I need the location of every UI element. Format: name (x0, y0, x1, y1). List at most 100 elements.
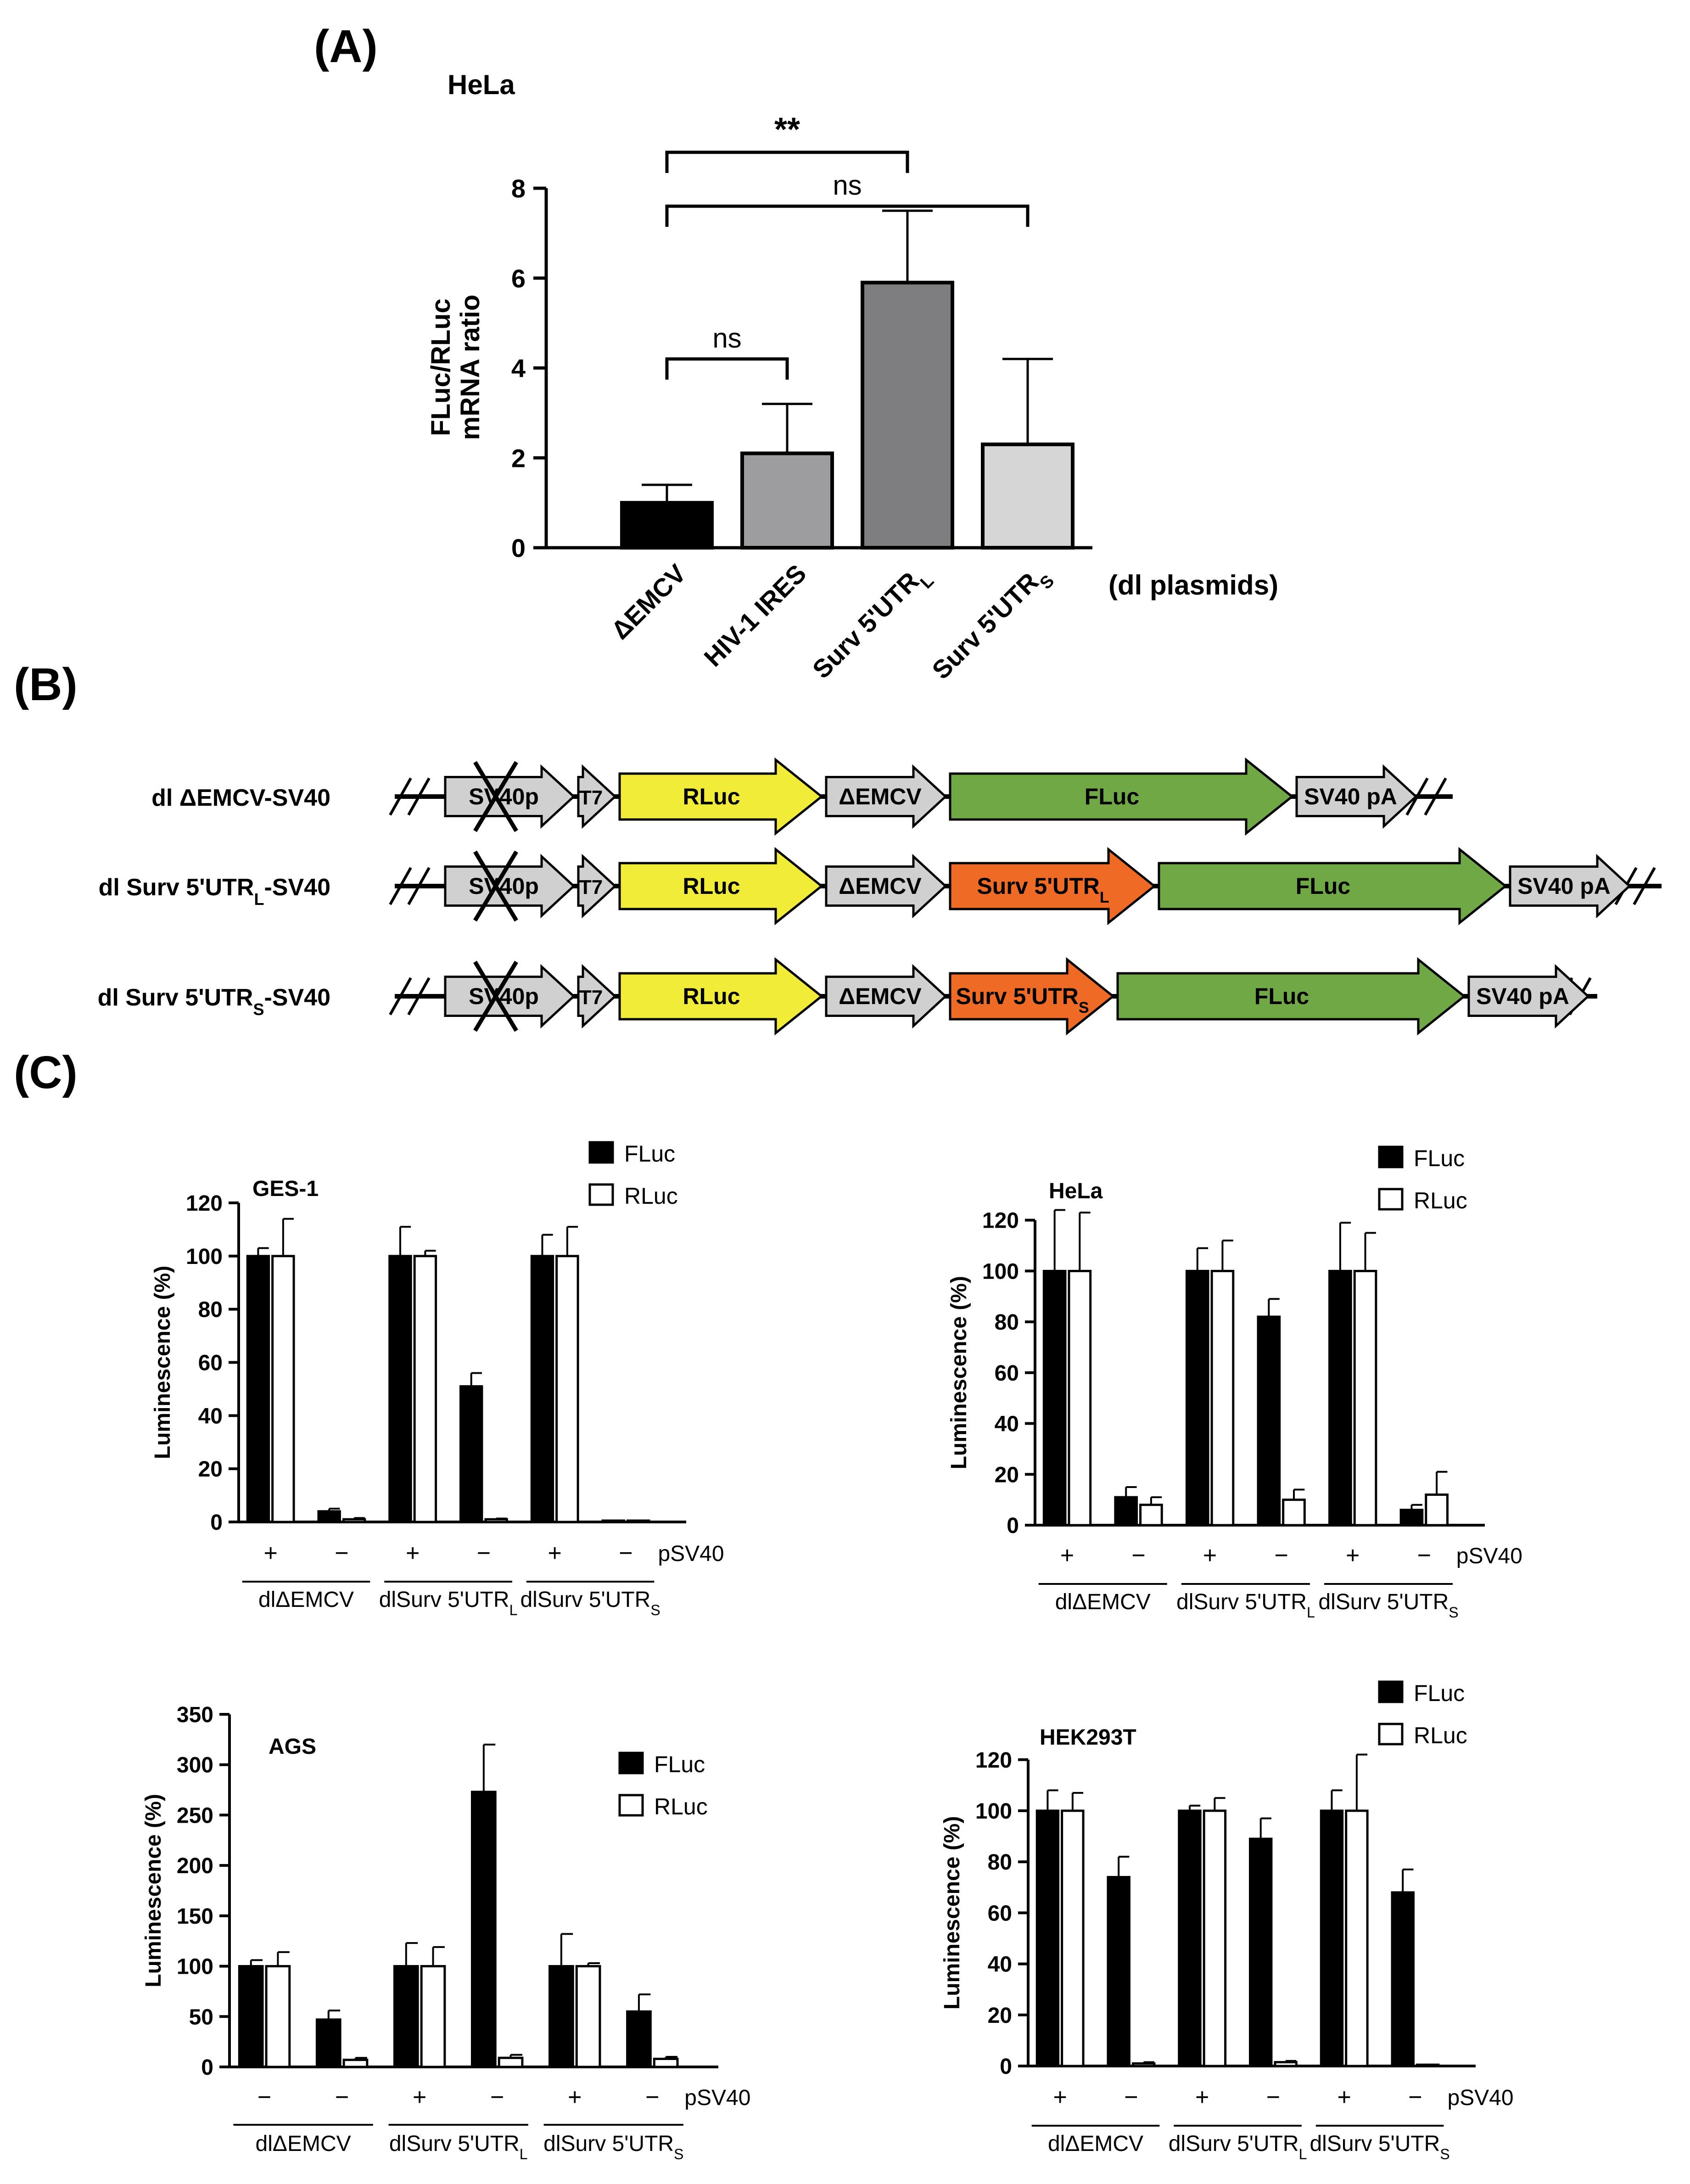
chart-bar-rluc (1210, 1269, 1235, 1527)
chart-y-axis-label: Luminescence (%) (947, 1276, 971, 1469)
chart-psv40-sign: + (1337, 2084, 1351, 2111)
panel-c-hek293t-chart: HEK293T Luminescence (%) 0 20 40 60 80 100 120 + −… (940, 1680, 1514, 2162)
legend-label-rluc: RLuc (1414, 1188, 1467, 1213)
chart-psv40-label: pSV40 (1447, 2086, 1513, 2110)
construct-segment-arrow (1158, 847, 1508, 926)
chart-bar-fluc (1114, 1496, 1138, 1527)
chart-y-tick-label: 40 (198, 1404, 223, 1428)
panel-a-bar (620, 501, 714, 550)
chart-bar-rluc (555, 1255, 579, 1523)
construct-segment-arrow (1116, 957, 1466, 1036)
panel-label-a: (A) (314, 21, 378, 72)
chart-title: HEK293T (1040, 1725, 1136, 1750)
chart-psv40-label: pSV40 (684, 2086, 750, 2110)
construct-segment-arrow (444, 853, 576, 919)
construct-cross-mark (473, 850, 518, 922)
chart-y-tick-label: 40 (988, 1953, 1012, 1977)
chart-y-tick-label: 300 (177, 1753, 213, 1778)
chart-bar-rluc (1061, 1809, 1085, 2067)
chart-group-label: dlΔEMCV (1055, 1590, 1151, 1614)
chart-bar-fluc (1328, 1269, 1352, 1527)
panel-a-y-axis-label: FLuc/RLucmRNA ratio (426, 295, 485, 440)
chart-bar-rluc (342, 1518, 366, 1523)
panel-a-bar (981, 442, 1074, 550)
chart-y-tick-label: 120 (975, 1748, 1012, 1773)
chart-bar-rluc (1416, 2063, 1440, 2067)
chart-bar-rluc (1282, 1499, 1306, 1527)
chart-bar-rluc (575, 1965, 601, 2068)
construct-segment-label: RLuc (683, 784, 740, 809)
chart-psv40-sign: + (406, 1540, 420, 1566)
chart-psv40-sign: + (413, 2084, 426, 2111)
panel-c-ges1-chart: GES-1 Luminescence (%) 0 20 40 60 80 100 120 + − + −… (151, 1141, 724, 1618)
panel-a-y-tick-label: 2 (511, 444, 526, 472)
chart-psv40-sign: − (619, 1540, 632, 1566)
chart-y-tick-label: 0 (1007, 1514, 1019, 1538)
chart-title: HeLa (1049, 1179, 1103, 1203)
panel-a-significance-bracket (665, 151, 909, 173)
legend-swatch-rluc (588, 1183, 614, 1206)
legend-swatch-fluc (588, 1141, 614, 1164)
chart-psv40-sign: − (1131, 1542, 1145, 1569)
construct-break-mark (389, 977, 412, 1016)
construct-segment-arrow (1467, 964, 1590, 1029)
chart-bar-fluc (238, 1965, 264, 2068)
chart-group-label: dlΔEMCV (258, 1588, 354, 1612)
chart-group-label: dlΔEMCV (1048, 2132, 1143, 2156)
panel-a-significance-bracket (665, 204, 1030, 227)
chart-bar-fluc (626, 2010, 652, 2068)
panel-a-significance-label: ns (712, 323, 741, 354)
chart-y-tick-label: 0 (1000, 2055, 1012, 2079)
chart-group-label: dlSurv 5'UTRS (520, 1588, 660, 1618)
chart-y-tick-label: 0 (210, 1510, 223, 1535)
construct-segment-label: T7 (579, 986, 603, 1009)
chart-bar-fluc (1320, 1809, 1344, 2067)
panel-label-c: (C) (14, 1047, 78, 1098)
chart-group-label: dlSurv 5'UTRL (379, 1588, 518, 1618)
panel-c-hela-chart: HeLa Luminescence (%) 0 20 40 60 80 100 120 + − + − +… (947, 1145, 1522, 1621)
chart-psv40-sign: − (1266, 2084, 1280, 2111)
chart-psv40-sign: + (548, 1540, 562, 1566)
chart-bar-fluc (1178, 1809, 1202, 2067)
chart-y-tick-label: 250 (177, 1803, 213, 1828)
chart-group-label: dlSurv 5'UTRL (389, 2132, 528, 2162)
construct-segment-label: FLuc (1296, 873, 1350, 899)
chart-bar-fluc (393, 1965, 419, 2068)
chart-bar-fluc (1399, 1509, 1424, 1527)
panel-label-b: (B) (14, 659, 78, 710)
chart-psv40-sign: + (1195, 2084, 1209, 2111)
chart-title: GES-1 (252, 1177, 319, 1201)
chart-psv40-sign: − (335, 2084, 349, 2111)
legend-swatch-rluc (1378, 1723, 1404, 1746)
chart-y-tick-label: 0 (201, 2055, 213, 2080)
construct-break-mark (1633, 867, 1656, 905)
panel-a-chart: HeLa FLuc/RLucmRNA ratio 0 2 4 6 8 ΔEMCV HIV-1 I… (426, 69, 1278, 685)
panel-c-ags-chart: AGS Luminescence (%) 0 50 100 150 200 250 300 350… (141, 1703, 750, 2162)
chart-bar-fluc (246, 1255, 270, 1523)
chart-group-label: dlSurv 5'UTRS (1309, 2132, 1449, 2162)
construct-segment-arrow (577, 853, 617, 919)
chart-psv40-sign: − (1274, 1542, 1288, 1569)
construct-segment-label: FLuc (1254, 983, 1309, 1009)
chart-y-tick-label: 120 (186, 1191, 223, 1216)
chart-y-tick-label: 100 (975, 1799, 1012, 1824)
chart-y-tick-label: 60 (198, 1351, 223, 1376)
construct-segment-arrow (825, 853, 947, 919)
construct-segment-arrow (618, 757, 824, 836)
construct-segment-label: Surv 5'UTRS (956, 983, 1089, 1016)
construct-segment-arrow (1509, 853, 1631, 919)
construct-break-mark (407, 867, 431, 905)
construct-segment-label: ΔEMCV (839, 784, 922, 809)
chart-bar-rluc (1203, 1809, 1227, 2067)
chart-bar-fluc (1391, 1891, 1415, 2067)
legend-label-fluc: FLuc (1414, 1680, 1465, 1706)
construct-segment-label: SV40p (469, 873, 539, 899)
chart-y-tick-label: 120 (982, 1209, 1019, 1233)
legend-swatch-fluc (1378, 1680, 1404, 1703)
chart-bar-rluc (498, 2056, 524, 2068)
chart-bar-fluc (1257, 1315, 1281, 1527)
construct-name: dl Surv 5'UTRS-SV40 (98, 984, 330, 1019)
chart-y-tick-label: 60 (988, 1901, 1012, 1926)
chart-bar-rluc (1274, 2061, 1298, 2067)
chart-y-tick-label: 20 (988, 2004, 1012, 2028)
